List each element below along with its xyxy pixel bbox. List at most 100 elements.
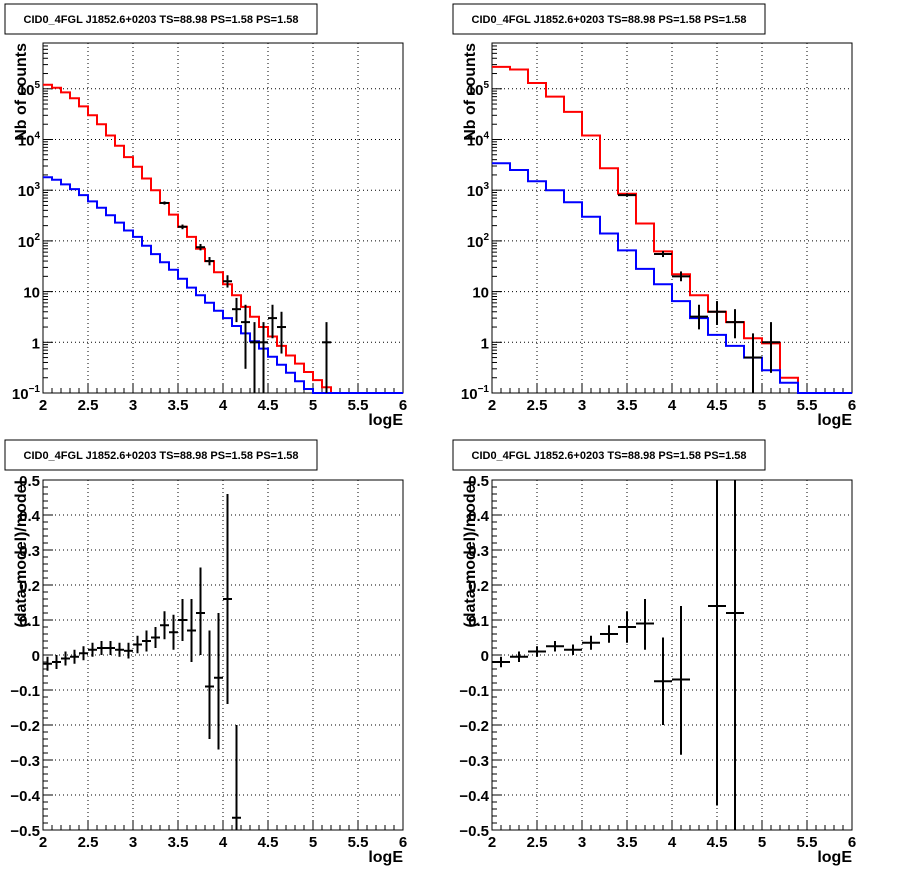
y-tick-label: −0.3	[459, 753, 489, 770]
y-tick-base: 10	[18, 132, 35, 149]
data-point	[654, 637, 672, 725]
y-tick-label: 10	[472, 285, 489, 302]
y-tick-label: −0.4	[459, 788, 489, 805]
y-tick-label: 0	[32, 648, 40, 665]
x-tick-label: 5	[758, 397, 766, 414]
data-point	[322, 322, 331, 393]
x-tick-label: 4	[219, 397, 228, 414]
title-box	[452, 439, 766, 471]
y-tick-label: 102	[18, 232, 41, 251]
x-tick-label: 2	[488, 397, 496, 414]
y-tick-label: 0.4	[468, 508, 490, 525]
y-tick-label: 0.5	[19, 473, 40, 490]
x-tick-label: 2	[39, 834, 47, 851]
x-tick-label: 4.5	[258, 834, 279, 851]
x-tick-label: 5.5	[348, 397, 369, 414]
data-point	[232, 725, 241, 830]
y-tick-label: 0.2	[19, 578, 40, 595]
y-tick-label: −0.3	[10, 753, 40, 770]
y-tick-base: 10	[467, 132, 484, 149]
data-point	[744, 333, 762, 393]
y-tick-label: −0.1	[459, 683, 489, 700]
y-tick-label: 102	[467, 232, 490, 251]
x-tick-label: 5.5	[797, 834, 818, 851]
data-point	[223, 275, 232, 288]
data-point	[196, 567, 205, 655]
x-tick-label: 4.5	[707, 834, 728, 851]
title-box	[452, 3, 766, 35]
data-point	[43, 656, 52, 671]
x-tick-label: 5.5	[797, 397, 818, 414]
y-tick-label: 0.1	[19, 613, 40, 630]
chart-title: CID0_4FGL J1852.6+0203 TS=88.98 PS=1.58 …	[472, 450, 747, 462]
data-point	[124, 642, 133, 659]
chart-panel-1: 2 2.5 3 3.5 4 4.5 5 5.5 610−1110102103104105logE…	[4, 3, 407, 429]
y-axis-title: (data-model)/model	[13, 480, 30, 628]
y-tick-exponent: 3	[34, 181, 40, 192]
y-tick-label: 0.3	[468, 543, 489, 560]
data-point	[232, 297, 241, 323]
y-tick-label: −0.2	[10, 718, 40, 735]
data-point	[672, 606, 690, 755]
title-box	[4, 3, 318, 35]
x-tick-label: 3	[578, 397, 586, 414]
y-tick-label: 1	[32, 335, 40, 352]
data-point	[169, 614, 178, 650]
y-tick-exponent: −1	[29, 384, 41, 395]
data-point	[654, 251, 672, 258]
x-tick-label: 2.5	[527, 834, 548, 851]
data-point	[115, 642, 124, 657]
x-tick-label: 3	[129, 834, 137, 851]
data-point	[178, 224, 187, 230]
y-tick-label: −0.4	[10, 788, 40, 805]
y-tick-exponent: 4	[483, 130, 489, 141]
data-point	[600, 625, 618, 643]
data-point	[690, 304, 708, 330]
y-tick-label: 0.1	[468, 613, 489, 630]
x-tick-label: 3	[129, 397, 137, 414]
data-point	[241, 304, 250, 369]
y-tick-label: 0.4	[19, 508, 41, 525]
y-axis-title: Nb of counts	[13, 43, 30, 141]
chart-title: CID0_4FGL J1852.6+0203 TS=88.98 PS=1.58 …	[472, 14, 747, 26]
x-tick-label: 2.5	[78, 834, 99, 851]
x-tick-label: 3	[578, 834, 586, 851]
data-point	[726, 309, 744, 339]
chart-panel-2: 2 2.5 3 3.5 4 4.5 5 5.5 610−1110102103104105logE…	[452, 3, 856, 429]
x-tick-label: 3.5	[617, 397, 638, 414]
y-axis-title: Nb of counts	[462, 43, 479, 141]
y-tick-base: 10	[461, 386, 478, 403]
data-point	[762, 322, 780, 373]
data-point	[564, 644, 582, 655]
y-tick-label: 103	[467, 181, 490, 200]
x-tick-label: 3.5	[168, 397, 189, 414]
data-point	[88, 642, 97, 657]
data-point	[142, 630, 151, 652]
y-tick-label: 0.5	[468, 473, 489, 490]
data-point	[492, 656, 510, 668]
y-tick-exponent: 3	[483, 181, 489, 192]
component-model-line	[43, 176, 403, 394]
x-axis-title: logE	[368, 849, 403, 866]
data-point	[187, 599, 196, 662]
y-tick-exponent: 5	[483, 80, 489, 91]
data-point	[205, 257, 214, 266]
data-point	[205, 630, 214, 739]
x-tick-label: 4	[668, 397, 677, 414]
x-tick-label: 2	[39, 397, 47, 414]
x-tick-label: 4.5	[707, 397, 728, 414]
y-tick-base: 10	[467, 183, 484, 200]
y-tick-label: 103	[18, 181, 41, 200]
y-tick-label: 104	[18, 130, 41, 149]
x-tick-label: 3.5	[168, 834, 189, 851]
y-tick-label: 0.3	[19, 543, 40, 560]
data-point	[618, 611, 636, 643]
data-point	[151, 627, 160, 648]
x-tick-label: 4	[668, 834, 677, 851]
data-point	[133, 635, 142, 654]
data-point	[672, 271, 690, 282]
data-point	[61, 651, 70, 666]
x-axis-title: logE	[817, 849, 852, 866]
y-tick-label: 10	[23, 285, 40, 302]
